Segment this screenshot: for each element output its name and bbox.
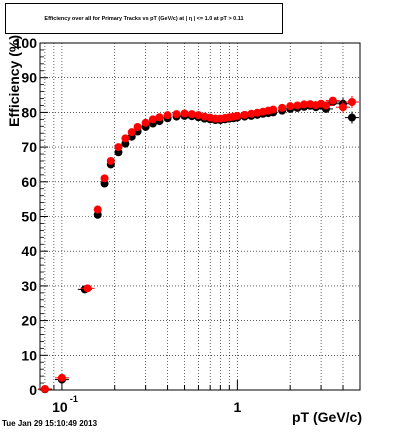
data-point (133, 122, 142, 131)
data-point (278, 103, 287, 112)
data-point (127, 128, 136, 137)
data-point (328, 96, 337, 105)
series-red (37, 95, 359, 393)
data-point (155, 113, 164, 122)
data-point (233, 111, 242, 120)
data-point (163, 111, 172, 120)
chart-title-box: Efficiency over all for Primary Tracks v… (5, 3, 283, 34)
data-point (347, 113, 356, 122)
y-tick-label: 30 (21, 278, 37, 294)
data-point (106, 156, 115, 165)
y-axis-title: Efficiency (%) (6, 35, 22, 127)
data-point (293, 101, 302, 110)
data-point (121, 134, 130, 143)
y-tick-label: 60 (21, 174, 37, 190)
data-point (187, 110, 196, 119)
y-tick-label: 40 (21, 243, 37, 259)
data-point (247, 109, 256, 118)
data-point (240, 110, 249, 119)
x-tick-label: 1 (233, 399, 241, 415)
y-tick-label: 70 (21, 139, 37, 155)
y-tick-label: 0 (29, 382, 37, 398)
chart-title: Efficiency over all for Primary Tracks v… (44, 15, 244, 22)
data-point (338, 103, 347, 112)
data-point (194, 111, 203, 120)
x-axis-title: pT (GeV/c) (292, 409, 362, 425)
x-tick-label-exponent: -1 (70, 394, 78, 404)
y-tick-label: 50 (21, 209, 37, 225)
data-point (114, 143, 123, 152)
data-point (286, 102, 295, 111)
data-point (93, 205, 102, 214)
data-series (37, 95, 359, 394)
axes (39, 42, 361, 391)
data-point (40, 384, 49, 393)
data-point (172, 110, 181, 119)
grid-lines (40, 43, 361, 390)
data-point (347, 97, 356, 106)
data-point (57, 373, 66, 382)
y-tick-label: 80 (21, 104, 37, 120)
y-tick-label: 100 (14, 35, 38, 51)
data-point (83, 284, 92, 293)
y-tick-label: 10 (21, 347, 37, 363)
x-tick-label: 10 (52, 399, 68, 415)
footer-timestamp: Tue Jan 29 15:10:49 2013 (2, 419, 98, 428)
data-point (321, 101, 330, 110)
y-tick-label: 90 (21, 70, 37, 86)
data-point (180, 109, 189, 118)
y-tick-label: 20 (21, 313, 37, 329)
data-point (100, 174, 109, 183)
data-point (141, 118, 150, 127)
data-point (148, 115, 157, 124)
data-point (269, 105, 278, 114)
